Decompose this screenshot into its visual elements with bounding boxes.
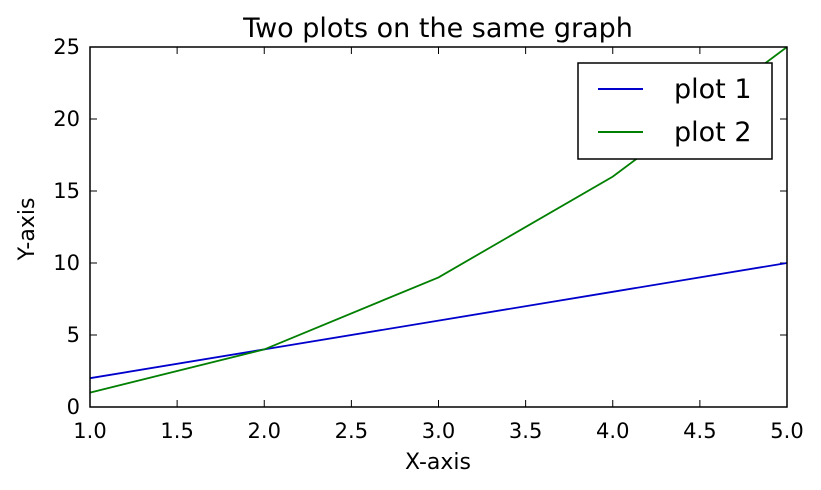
- legend-label-plot-1: plot 1: [674, 74, 752, 105]
- x-tick-label: 2.0: [248, 419, 281, 443]
- legend-frame: [577, 62, 773, 160]
- y-tick-label: 5: [67, 323, 80, 347]
- y-axis-label: Y-axis: [15, 198, 40, 262]
- plot-area-frame: [89, 46, 788, 408]
- x-tick-label: 2.5: [335, 419, 368, 443]
- legend: plot 1 plot 2: [577, 62, 773, 160]
- chart-title: Two plots on the same graph: [242, 13, 633, 44]
- x-tick-label: 1.0: [73, 419, 106, 443]
- x-axis-label: X-axis: [405, 450, 471, 475]
- y-tick-label: 15: [53, 179, 80, 203]
- x-tick-label: 1.5: [160, 419, 193, 443]
- y-tick-label: 20: [53, 107, 80, 131]
- y-tick-label: 10: [53, 251, 80, 275]
- series-line-plot-1: [89, 262, 788, 380]
- x-tick-label: 4.5: [683, 419, 716, 443]
- axis-ticks: 1.0 1.5 2.0 2.5 3.0 3.5 4.0 4.5 5.0 0 5 10 15 20 25: [53, 35, 803, 443]
- x-tick-label: 4.0: [596, 419, 629, 443]
- x-tick-label: 3.0: [422, 419, 455, 443]
- x-tick-label: 3.5: [509, 419, 542, 443]
- y-tick-label: 0: [67, 395, 80, 419]
- x-tick-label: 5.0: [770, 419, 803, 443]
- y-tick-label: 25: [53, 35, 80, 59]
- legend-label-plot-2: plot 2: [674, 117, 752, 148]
